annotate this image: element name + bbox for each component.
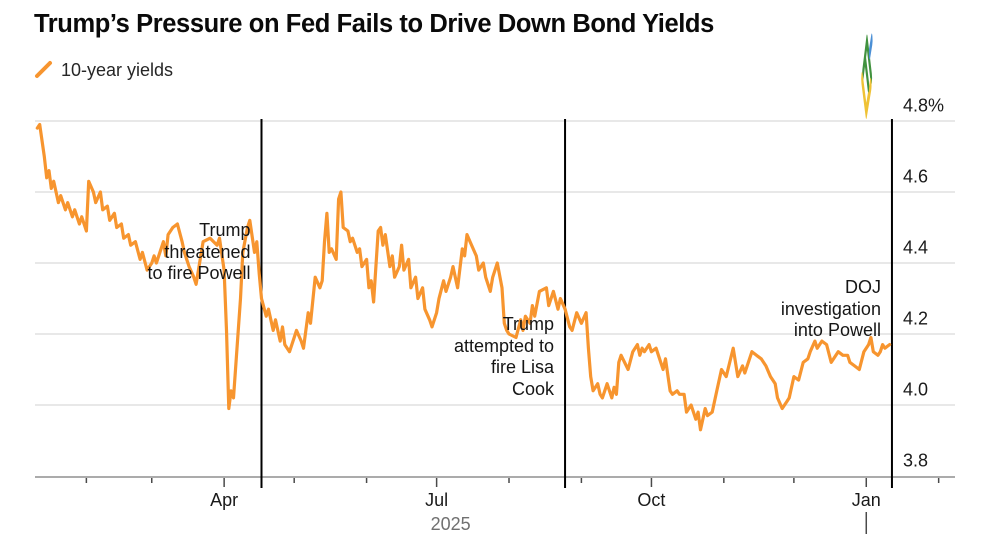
page-title: Trump’s Pressure on Fed Fails to Drive D… [34, 10, 714, 38]
y-axis-label: 4.6 [903, 166, 929, 187]
line-series-swatch-icon [35, 61, 52, 78]
event-annotation-line: to fire Powell [147, 263, 251, 283]
logo-blue-accent [868, 33, 873, 60]
yield-series-line [35, 122, 892, 432]
event-annotation-line: Trump [199, 220, 251, 240]
litefinance-logo [861, 33, 873, 119]
event-annotation: DOJ investigation into Powell [781, 277, 881, 342]
x-axis-label: Jul [425, 490, 449, 510]
y-axis-label: 4.2 [903, 308, 929, 329]
legend-label: 10-year yields [61, 59, 174, 80]
logo-green-prong [864, 53, 870, 93]
year-label: 2025 [430, 514, 471, 534]
event-annotation: Trump threatened to fire Powell [147, 220, 250, 285]
logo-yellow-check [861, 72, 872, 119]
x-axis-label: Apr [210, 490, 239, 510]
event-annotation-line: DOJ [844, 277, 881, 297]
y-axis-label: 4.0 [903, 379, 929, 400]
logo-green-chevron [862, 34, 873, 85]
event-annotation-line: fire Lisa [491, 357, 555, 377]
event-annotation-line: investigation [780, 298, 881, 319]
event-annotation-line: threatened [164, 241, 251, 262]
legend: 10-year yields [34, 58, 173, 82]
event-annotation-line: Trump [502, 314, 555, 334]
legend-swatch-stroke [35, 61, 52, 78]
x-axis-label: Jan [851, 490, 881, 510]
y-axis-label: 4.8% [903, 95, 945, 116]
y-axis-label: 4.4 [903, 237, 929, 258]
event-annotation: Trump attempted to fire Lisa Cook [454, 314, 554, 400]
event-annotation-line: into Powell [793, 320, 881, 340]
y-axis-label: 3.8 [903, 450, 929, 471]
event-annotation-line: attempted to [453, 335, 555, 356]
x-axis-label: Oct [637, 490, 666, 510]
event-annotation-line: Cook [512, 378, 555, 399]
